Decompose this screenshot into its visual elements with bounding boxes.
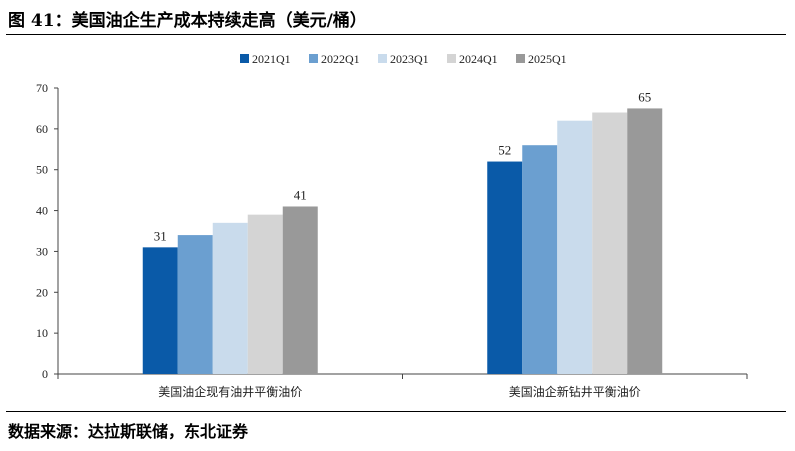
y-tick-label: 50 (36, 163, 48, 177)
footer-divider (6, 411, 786, 412)
bar (592, 112, 628, 374)
legend-swatch (378, 54, 387, 63)
legend-label: 2024Q1 (459, 52, 498, 66)
axes: 0 10 20 30 40 50 60 70 美国油企现有油井平衡油价 美国油企新钻井平衡油价 (36, 81, 748, 399)
legend-swatch (516, 54, 525, 63)
legend-label: 2022Q1 (321, 52, 360, 66)
y-tick-label: 20 (36, 285, 48, 299)
bar (142, 247, 178, 374)
bar-chart: 2021Q1 2022Q1 2023Q1 2024Q1 2025Q1 0 10 20 30 40… (36, 52, 748, 399)
bar (247, 214, 283, 374)
bar (212, 222, 248, 374)
chart-title: 图 41：美国油企生产成本持续走高（美元/桶） (8, 11, 367, 31)
data-label: 52 (498, 143, 511, 158)
title-divider (6, 34, 786, 35)
data-labels: 31 52 41 65 (154, 89, 652, 243)
y-tick-label: 10 (36, 326, 48, 340)
y-tick-label: 0 (42, 367, 48, 381)
bar (557, 120, 593, 374)
data-label: 41 (294, 187, 307, 202)
y-tick-label: 40 (36, 204, 48, 218)
source-note: 数据来源：达拉斯联储，东北证券 (8, 422, 249, 441)
legend-swatch (240, 54, 249, 63)
y-tick-label: 30 (36, 244, 48, 258)
bar (282, 206, 318, 374)
legend: 2021Q1 2022Q1 2023Q1 2024Q1 2025Q1 (240, 52, 567, 66)
bar (177, 235, 213, 374)
y-tick-label: 70 (36, 81, 48, 95)
data-label: 31 (154, 228, 167, 243)
legend-swatch (309, 54, 318, 63)
bar (627, 108, 663, 374)
x-category-label: 美国油企现有油井平衡油价 (158, 384, 302, 399)
bars (142, 108, 663, 374)
bar (487, 161, 523, 374)
legend-label: 2025Q1 (528, 52, 567, 66)
bar (522, 145, 558, 374)
legend-swatch (447, 54, 456, 63)
legend-label: 2023Q1 (390, 52, 429, 66)
y-tick-label: 60 (36, 122, 48, 136)
x-category-label: 美国油企新钻井平衡油价 (509, 384, 641, 399)
data-label: 65 (638, 89, 651, 104)
legend-label: 2021Q1 (252, 52, 291, 66)
